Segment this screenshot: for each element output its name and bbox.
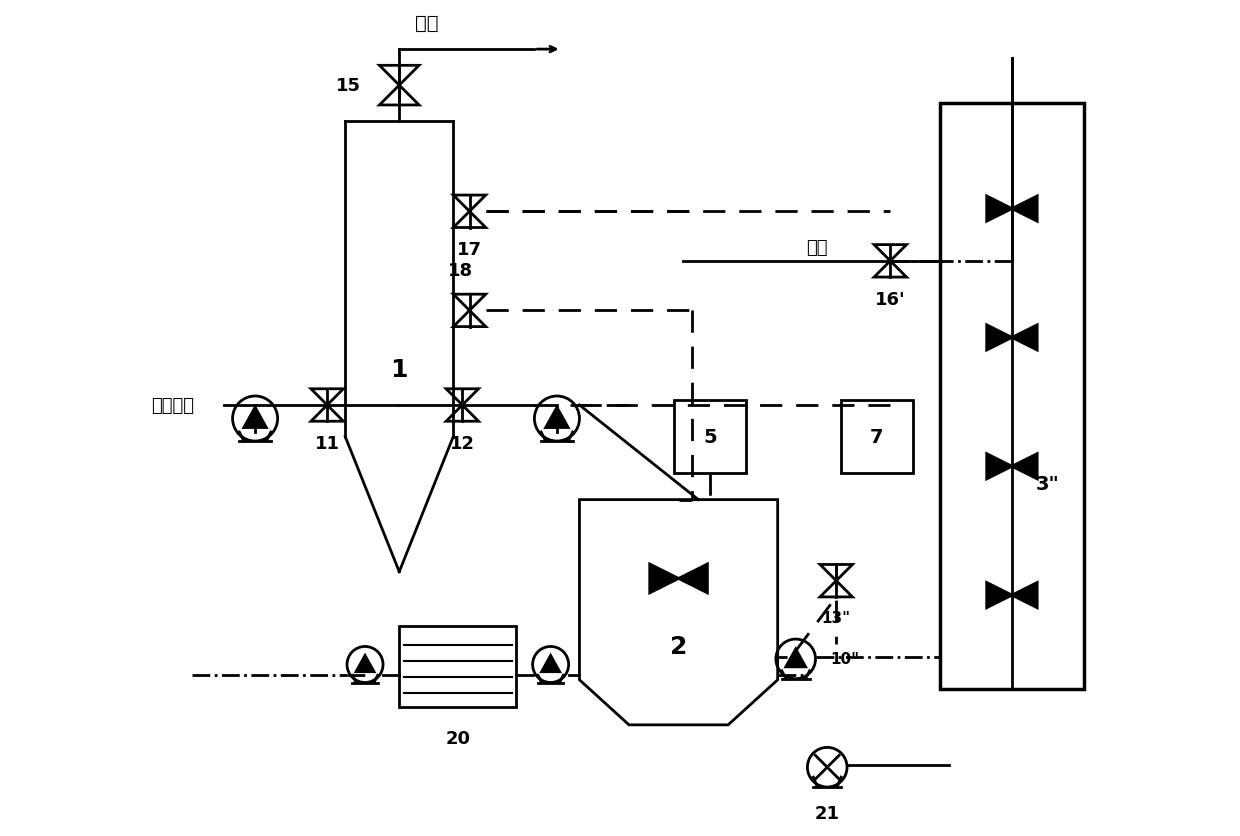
- Polygon shape: [987, 583, 1012, 608]
- Text: 11: 11: [315, 435, 340, 452]
- Text: 9: 9: [551, 410, 563, 428]
- Text: 出水: 出水: [414, 13, 438, 33]
- Text: 3": 3": [1037, 475, 1060, 494]
- Polygon shape: [1012, 583, 1037, 608]
- Polygon shape: [987, 325, 1012, 350]
- Text: 10": 10": [830, 651, 859, 666]
- Text: 8: 8: [249, 410, 260, 428]
- Text: 20: 20: [445, 730, 470, 747]
- Text: 出水: 出水: [806, 239, 827, 257]
- Polygon shape: [987, 196, 1012, 222]
- Polygon shape: [1012, 196, 1037, 222]
- Text: 1: 1: [391, 358, 408, 381]
- Polygon shape: [546, 408, 568, 428]
- Polygon shape: [786, 650, 806, 667]
- Text: 13": 13": [822, 609, 851, 624]
- Text: 氨氮废水: 氨氮废水: [151, 396, 195, 415]
- Text: 12: 12: [450, 435, 475, 452]
- Polygon shape: [542, 655, 559, 672]
- Polygon shape: [244, 408, 267, 428]
- Text: 7: 7: [870, 427, 884, 446]
- Text: 5: 5: [703, 427, 717, 446]
- Text: 15: 15: [336, 77, 361, 95]
- Text: 21: 21: [815, 804, 839, 822]
- Text: 2: 2: [670, 635, 687, 658]
- Text: 16': 16': [875, 290, 905, 308]
- Polygon shape: [678, 564, 707, 594]
- Polygon shape: [650, 564, 678, 594]
- Polygon shape: [356, 655, 374, 672]
- Text: 17: 17: [458, 241, 482, 259]
- Polygon shape: [1012, 454, 1037, 479]
- Polygon shape: [987, 454, 1012, 479]
- Text: 18: 18: [448, 262, 474, 279]
- Polygon shape: [1012, 325, 1037, 350]
